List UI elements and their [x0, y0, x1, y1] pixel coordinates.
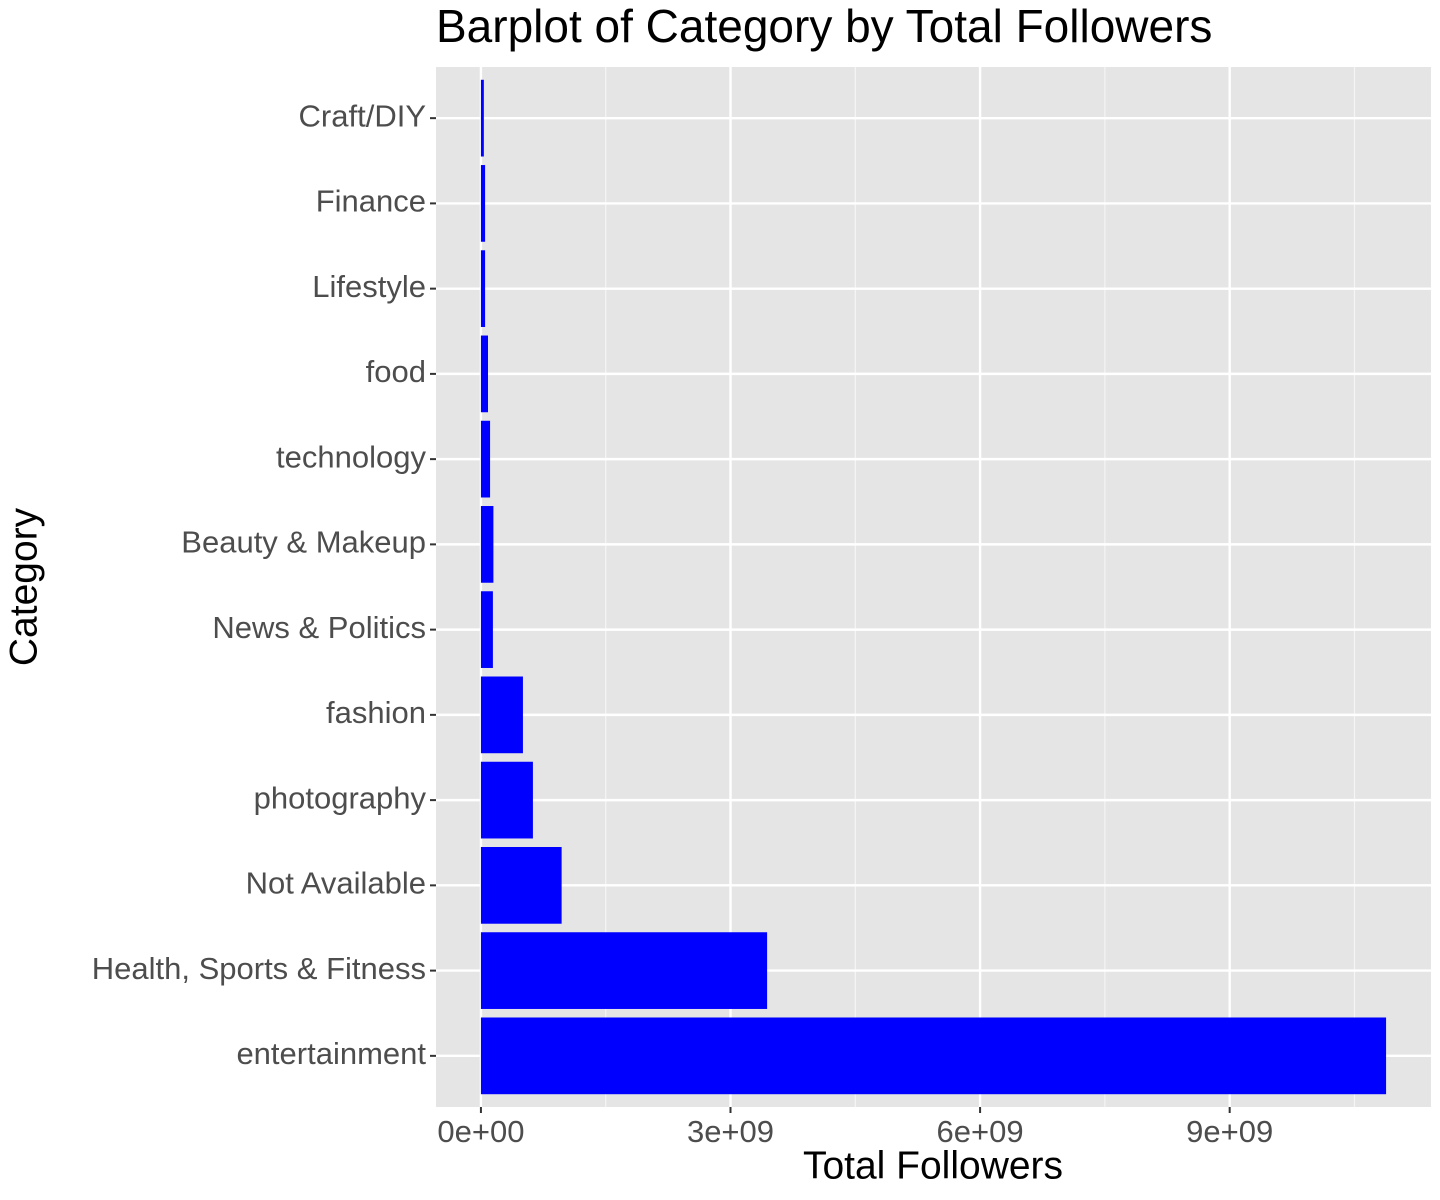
y-tick-label: food	[366, 354, 426, 389]
bar	[480, 932, 768, 1009]
bar	[480, 335, 488, 413]
y-tick-label: entertainment	[236, 1036, 426, 1071]
bar	[480, 506, 494, 583]
y-tick-label: Lifestyle	[312, 269, 426, 304]
chart-title: Barplot of Category by Total Followers	[436, 0, 1212, 52]
x-tick-label: 6e+09	[937, 1114, 1024, 1149]
bar	[480, 761, 533, 839]
y-tick-label: Craft/DIY	[299, 98, 426, 133]
bar	[480, 676, 523, 754]
y-tick-label: Finance	[316, 184, 426, 219]
y-tick-label: fashion	[326, 695, 426, 730]
y-tick-label: News & Politics	[212, 610, 426, 645]
bar	[480, 591, 493, 668]
y-axis-title: Category	[2, 507, 45, 666]
y-tick-label: photography	[254, 780, 427, 815]
y-tick-label: technology	[276, 439, 426, 474]
bar	[480, 847, 562, 924]
bar	[480, 165, 486, 242]
x-tick-label: 3e+09	[687, 1114, 774, 1149]
x-tick-label: 0e+00	[437, 1114, 524, 1149]
bar	[480, 420, 491, 498]
y-tick-label: Beauty & Makeup	[181, 525, 426, 560]
y-tick-label: Not Available	[246, 866, 426, 901]
bar	[480, 250, 486, 327]
x-axis-title: Total Followers	[803, 1144, 1063, 1187]
y-tick-label: Health, Sports & Fitness	[92, 951, 426, 986]
x-tick-label: 9e+09	[1186, 1114, 1273, 1149]
bar	[480, 1017, 1387, 1095]
bar	[480, 79, 484, 157]
